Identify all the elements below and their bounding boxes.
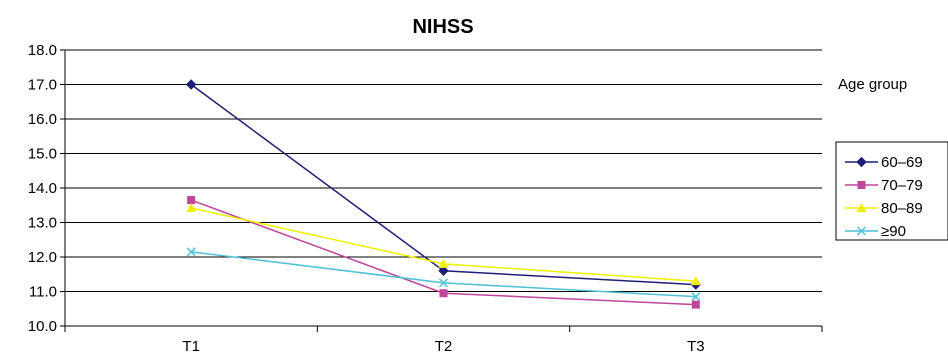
legend-box xyxy=(835,141,948,241)
series-group xyxy=(185,79,702,309)
x-tick-label: T2 xyxy=(435,338,453,355)
legend-title: Age group xyxy=(838,76,907,93)
series-4 xyxy=(186,247,701,302)
data-point-marker xyxy=(186,203,197,213)
data-point-marker xyxy=(186,247,196,257)
x-axis-ticks: T1 T2 T3 xyxy=(64,326,823,355)
series-line xyxy=(190,199,696,306)
data-point-marker xyxy=(185,79,197,90)
legend-label: 60–69 xyxy=(881,154,923,171)
legend-label: 70–79 xyxy=(881,177,923,194)
legend-entry: 70–79 xyxy=(845,177,923,194)
legend-swatch-marker xyxy=(856,203,867,212)
y-tick-label: 18.0 xyxy=(28,42,57,59)
y-tick-label: 10.0 xyxy=(28,318,57,335)
legend-label: 80–89 xyxy=(881,200,923,217)
legend-swatch-marker xyxy=(857,181,866,189)
y-tick-label: 15.0 xyxy=(28,146,57,163)
legend-entry: 80–89 xyxy=(845,200,923,217)
data-point-marker xyxy=(438,258,449,268)
legend-swatch-marker xyxy=(856,226,867,236)
data-point-marker xyxy=(691,300,700,309)
data-point-marker xyxy=(438,278,449,288)
legend: 60–69 70–79 80–89 ≥90 xyxy=(845,154,923,240)
data-point-marker xyxy=(690,276,701,286)
data-point-marker xyxy=(438,265,449,277)
data-point-marker xyxy=(691,292,701,302)
legend-swatch-marker xyxy=(856,156,867,168)
legend-entry: ≥90 xyxy=(845,223,906,240)
series-3 xyxy=(186,203,701,286)
y-tick-label: 11.0 xyxy=(29,284,57,301)
data-point-marker xyxy=(187,196,196,205)
gridlines xyxy=(65,49,822,292)
y-tick-label: 12.0 xyxy=(28,249,57,266)
series-1 xyxy=(185,79,702,290)
x-tick-label: T3 xyxy=(687,338,705,355)
y-tick-label: 13.0 xyxy=(28,215,57,232)
x-tick-label: T1 xyxy=(182,338,200,355)
series-line xyxy=(190,83,696,286)
legend-label: ≥90 xyxy=(881,223,906,240)
series-2 xyxy=(187,196,700,309)
legend-entry: 60–69 xyxy=(845,154,923,171)
y-axis-ticks: 10.0 11.0 12.0 13.0 14.0 15.0 16.0 17.0 18.0 xyxy=(28,42,65,335)
chart-title: NIHSS xyxy=(412,16,473,38)
y-tick-label: 17.0 xyxy=(28,77,57,94)
data-point-marker xyxy=(439,289,448,298)
y-tick-label: 16.0 xyxy=(28,111,57,128)
y-tick-label: 14.0 xyxy=(28,180,57,197)
